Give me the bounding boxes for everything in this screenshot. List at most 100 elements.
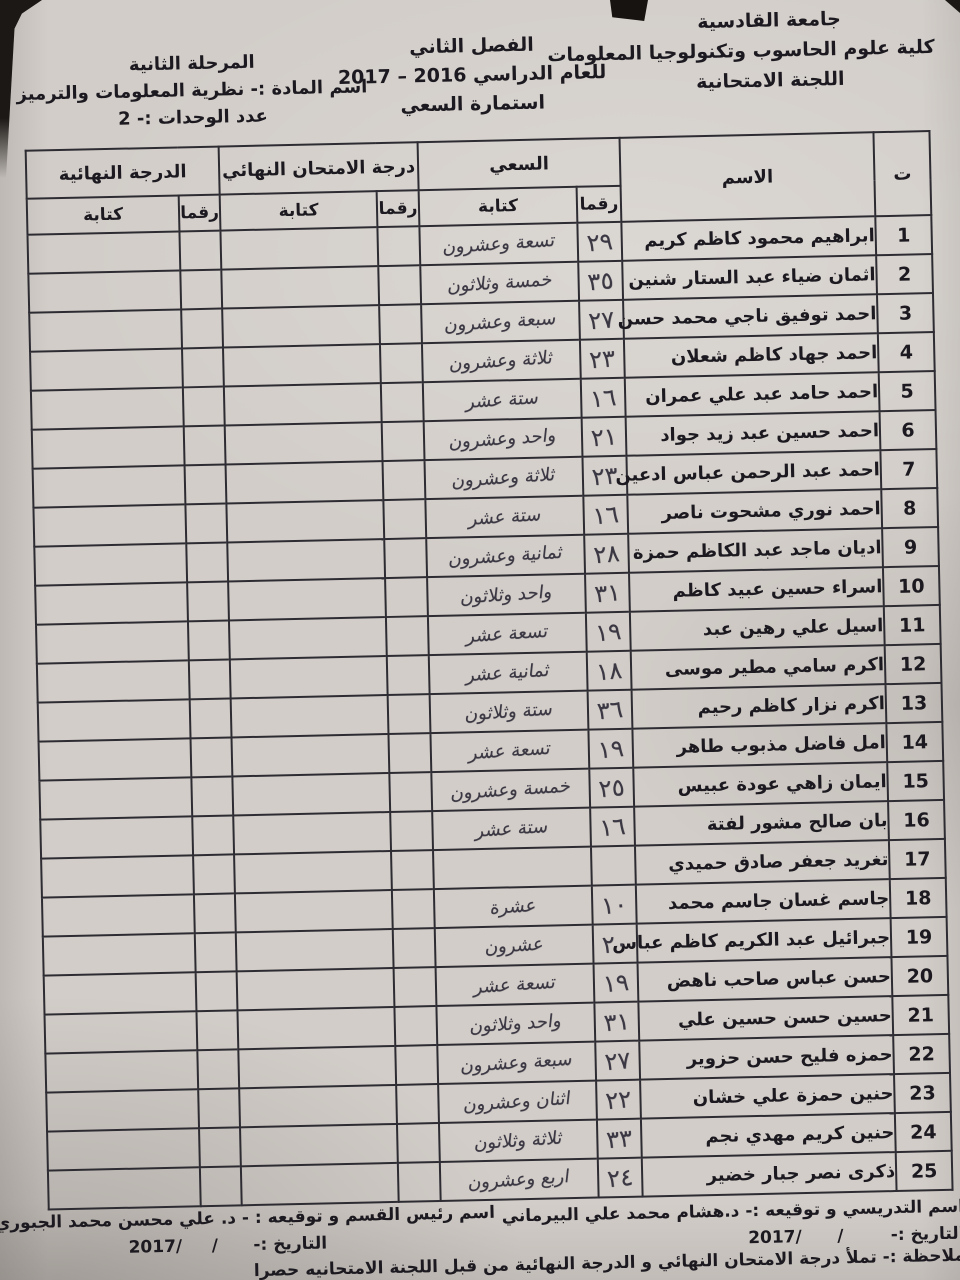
- student-name-cell: ذكرى نصر جبار خضير: [641, 1152, 897, 1197]
- finalgrade-numeric-cell: [199, 1166, 242, 1207]
- row-index-cell: 20: [891, 955, 949, 997]
- row-index-cell: 24: [894, 1111, 952, 1153]
- student-name-cell: احمد توفيق ناجي محمد حسن: [617, 294, 878, 339]
- handwritten-saai-numeral: ٣٣: [605, 1123, 634, 1154]
- exam-written-cell: [239, 1084, 398, 1128]
- exam-numeric-cell: [395, 1045, 439, 1085]
- finalgrade-numeric-cell: [199, 1127, 241, 1168]
- saai-written-cell: سبعة وعشرون: [421, 300, 580, 344]
- saai-written-cell: ستة وثلاثون: [429, 690, 589, 734]
- saai-numeric-cell: ٢٣: [579, 338, 625, 379]
- student-name: حمزه فليح حسن حزوير: [686, 1044, 893, 1070]
- saai-written-cell: اربع وعشرون: [439, 1158, 599, 1201]
- student-name-cell: اديان ماجد عبد الكاظم حمزة: [628, 528, 883, 573]
- finalgrade-written-cell: [32, 465, 186, 508]
- handwritten-saai-numeral: ٢٥: [597, 772, 626, 803]
- finalgrade-numeric-cell: [191, 776, 234, 817]
- col-header-saai: السعي: [417, 137, 621, 191]
- student-name-cell: بان صالح مشور لفتة: [634, 801, 889, 846]
- row-number: 8: [902, 496, 917, 520]
- row-index-cell: 10: [882, 565, 940, 607]
- row-number: 7: [901, 457, 916, 481]
- row-index-cell: 13: [885, 682, 943, 724]
- saai-written-cell: سبعة وعشرون: [437, 1041, 597, 1085]
- saai-written-cell: خمسة وثلاثون: [420, 261, 580, 305]
- exam-numeric-cell: [377, 226, 421, 267]
- handwritten-saai-words: اثنان وعشرون: [462, 1087, 573, 1116]
- saai-numeric-cell: ٢١: [581, 416, 627, 457]
- student-name-cell: اكرم نزار كاظم رحيم: [631, 684, 887, 729]
- exam-written-cell: [234, 889, 393, 933]
- saai-written-cell: تسعة عشر: [430, 729, 590, 773]
- student-name-cell: احمد عبد الرحمن عباس ادعين: [615, 450, 882, 495]
- finalgrade-written-cell: [29, 309, 183, 352]
- row-index-cell: 16: [888, 799, 945, 841]
- saai-numeric-cell: ١٠: [591, 884, 637, 925]
- student-name-cell: اكرم سامي مطير موسى: [630, 645, 886, 690]
- saai-written-cell: تسعة عشر: [427, 612, 587, 656]
- finalgrade-numeric-cell: [198, 1088, 241, 1129]
- photo-edge-shadow-top: [610, 0, 648, 21]
- saai-numeric-cell: ٢٤: [597, 1157, 643, 1198]
- exam-written-cell: [237, 1006, 396, 1050]
- finalgrade-numeric-cell: [196, 1010, 239, 1051]
- finalgrade-numeric-cell: [183, 425, 226, 466]
- handwritten-saai-numeral: ١٦: [598, 811, 627, 842]
- row-number: 5: [900, 379, 914, 403]
- student-name-cell: اسراء حسين عبيد كاظم: [629, 567, 884, 612]
- student-name: جاسم غسان جاسم محمد: [667, 888, 890, 914]
- exam-written-cell: [220, 227, 379, 270]
- handwritten-saai-words: ستة عشر: [467, 503, 543, 530]
- saai-numeric-cell: ٣١: [585, 572, 630, 613]
- finalgrade-numeric-cell: [190, 737, 233, 778]
- exam-written-cell: [224, 422, 383, 465]
- handwritten-saai-words: سبعة وعشرون: [459, 1048, 574, 1078]
- handwritten-saai-numeral: ٢٠: [601, 928, 630, 959]
- student-name: حسن عباس صاحب ناهض: [666, 966, 892, 992]
- finalgrade-numeric-cell: [188, 659, 231, 700]
- finalgrade-numeric-cell: [182, 347, 224, 388]
- finalgrade-numeric-cell: [187, 581, 229, 622]
- exam-numeric-cell: [391, 889, 435, 929]
- exam-numeric-cell: [386, 655, 430, 696]
- finalgrade-numeric-cell: [184, 464, 227, 505]
- saai-numeric-cell: ٢٢: [596, 1079, 641, 1120]
- finalgrade-written-cell: [33, 504, 187, 547]
- student-name-cell: جاسم غسان جاسم محمد: [635, 879, 891, 924]
- exam-numeric-cell: [392, 928, 436, 968]
- saai-written-cell: تسعة عشر: [435, 963, 595, 1007]
- handwritten-saai-numeral: ٢٧: [603, 1045, 632, 1076]
- saai-numeric-cell: ٢٥: [589, 767, 635, 808]
- row-index-cell: 6: [879, 410, 937, 451]
- col-header-final-grade: الدرجة النهائية: [25, 146, 220, 199]
- row-number: 19: [905, 925, 933, 949]
- student-name: اسراء حسين عبيد كاظم: [672, 576, 883, 602]
- handwritten-saai-numeral: ٣١: [593, 577, 622, 608]
- finalgrade-written-cell: [40, 816, 194, 859]
- student-name-cell: جبرائيل عبد الكريم كاظم عباس: [612, 918, 892, 963]
- exam-numeric-cell: [396, 1084, 439, 1124]
- handwritten-saai-words: واحد وثلاثون: [468, 1010, 563, 1038]
- saai-written-cell: ستة عشر: [422, 378, 582, 422]
- saai-written-cell: واحد وثلاثون: [436, 1002, 596, 1046]
- row-number: 15: [902, 769, 930, 793]
- saai-numeric-cell: ١٩: [593, 962, 639, 1003]
- exam-numeric-cell: [379, 343, 423, 384]
- finalgrade-written-cell: [36, 660, 190, 703]
- finalgrade-written-cell: [45, 1050, 199, 1093]
- student-name: احمد نوري مشحوت ناصر: [661, 498, 881, 525]
- exam-numeric-cell: [390, 811, 434, 851]
- row-index-cell: 11: [883, 604, 941, 646]
- exam-numeric-cell: [389, 772, 433, 812]
- saai-numeric-cell: ٢٨: [584, 533, 630, 574]
- subheader-saai-written: كتابة: [418, 186, 578, 227]
- student-name-cell: احمد حامد عبد علي عمران: [624, 372, 880, 417]
- exam-numeric-cell: [393, 967, 437, 1007]
- student-name: اسيل علي رهين عبد: [702, 615, 884, 641]
- finalgrade-numeric-cell: [194, 932, 237, 973]
- finalgrade-written-cell: [36, 621, 189, 664]
- row-number: 10: [897, 574, 925, 598]
- handwritten-saai-numeral: ١٩: [596, 733, 625, 764]
